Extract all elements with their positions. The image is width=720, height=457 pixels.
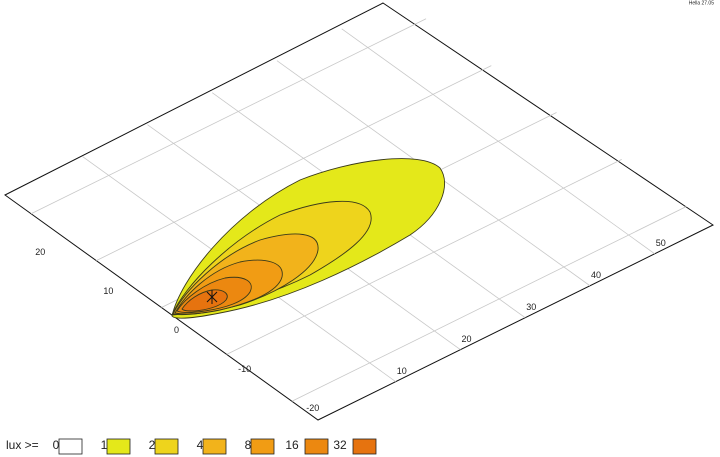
x-tick-label: 40 <box>591 270 601 280</box>
legend-label: 2 <box>149 438 156 452</box>
legend-swatch <box>304 438 329 455</box>
legend-swatch <box>250 438 275 455</box>
legend-swatch <box>154 438 179 455</box>
contours <box>171 158 445 319</box>
x-tick-label: 20 <box>461 334 471 344</box>
header-note: Hella 27.05 <box>689 0 715 6</box>
legend-swatch <box>352 438 377 455</box>
legend-label: 0 <box>53 438 60 452</box>
grid-line <box>96 65 492 261</box>
legend-label: 4 <box>197 438 204 452</box>
grid-line <box>226 159 622 355</box>
contour <box>181 289 228 312</box>
legend-swatch <box>106 438 131 455</box>
tick-labels: 10 20 30 40 50 -20 -10 0 10 20 <box>35 238 665 413</box>
x-tick-label: 10 <box>397 366 407 376</box>
y-tick-label: 10 <box>103 286 113 296</box>
lamp-marker <box>206 290 218 304</box>
legend-label: 1 <box>101 438 108 452</box>
x-tick-label: 30 <box>526 302 536 312</box>
grid-line <box>30 18 427 215</box>
grid-line <box>291 205 688 402</box>
legend-label: 16 <box>285 438 299 452</box>
y-tick-label: 20 <box>35 247 45 257</box>
y-tick-label: -20 <box>306 403 319 413</box>
legend-title: lux >= <box>6 438 39 452</box>
legend-swatch <box>58 438 83 455</box>
legend-label: 32 <box>333 438 347 452</box>
y-tick-label: -10 <box>238 364 251 374</box>
legend-swatch <box>202 438 227 455</box>
legend: lux >= 0 1 2 4 8 16 32 <box>6 438 377 455</box>
y-tick-label: 0 <box>174 325 179 335</box>
legend-label: 8 <box>245 438 252 452</box>
x-tick-label: 50 <box>656 238 666 248</box>
